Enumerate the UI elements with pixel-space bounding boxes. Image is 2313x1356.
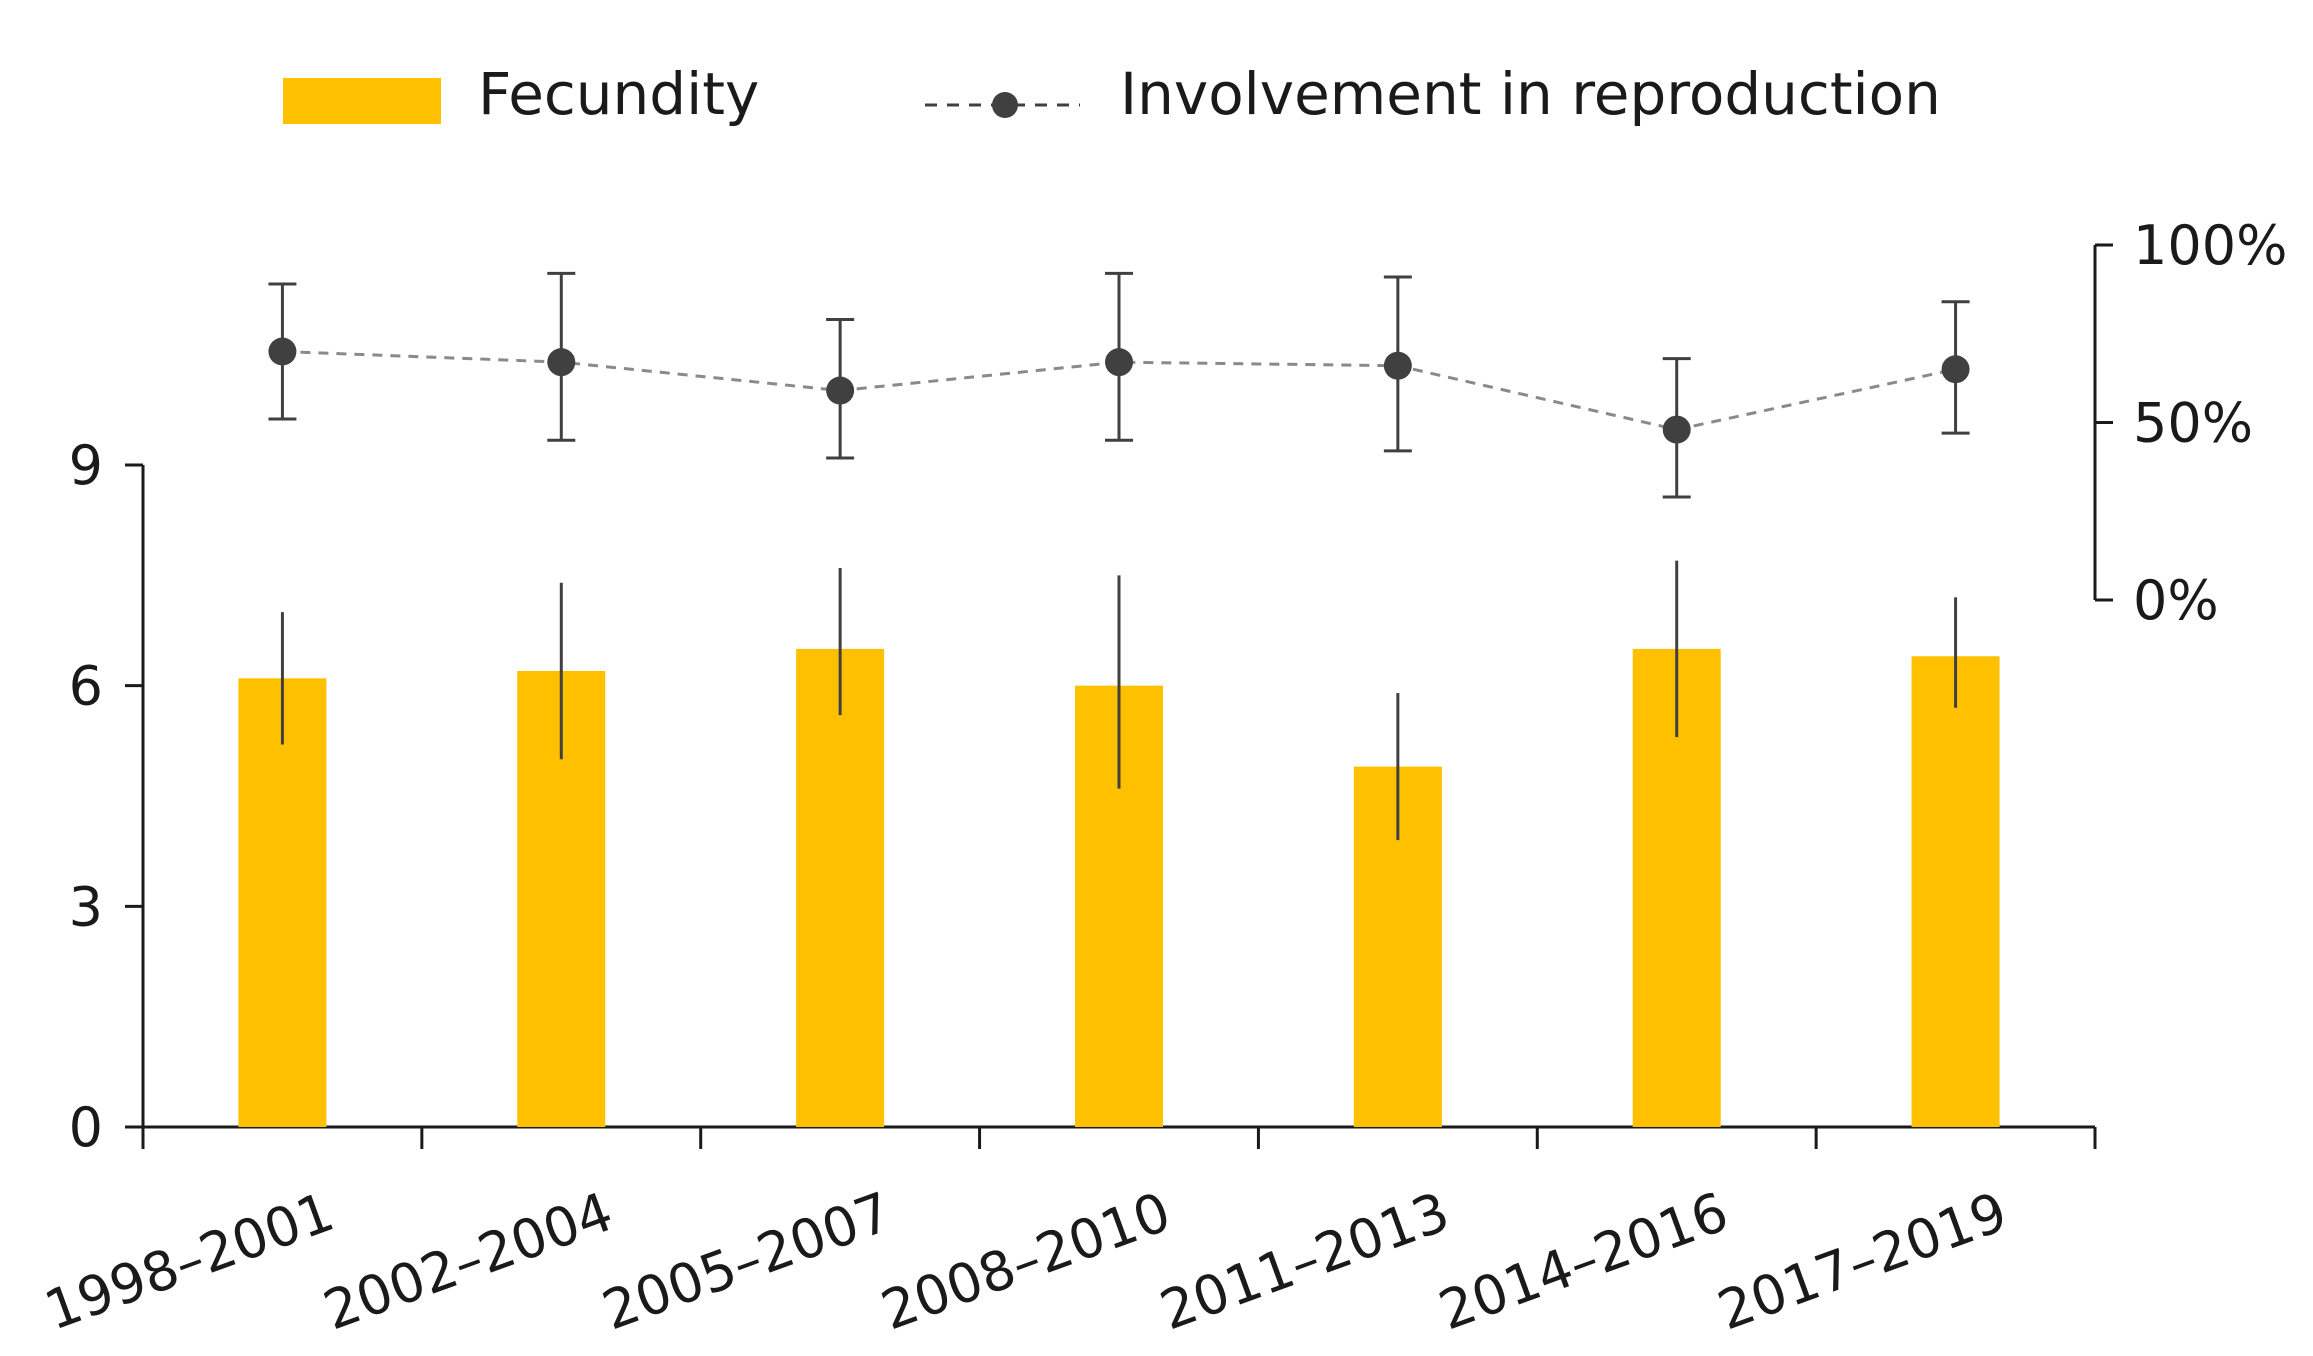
involvement-point bbox=[1105, 348, 1133, 377]
y-left-tick-label: 9 bbox=[69, 434, 103, 497]
x-tick-label: 2008–2010 bbox=[873, 1180, 1178, 1342]
y-left-tick-label: 0 bbox=[69, 1096, 103, 1159]
legend: Fecundity Involvement in reproduction bbox=[283, 60, 1941, 128]
bar-error-bars bbox=[280, 560, 1958, 841]
x-tick-label: 2005–2007 bbox=[594, 1180, 899, 1342]
involvement-point bbox=[547, 348, 576, 377]
legend-label-fecundity: Fecundity bbox=[478, 60, 759, 128]
x-tick-label: 2014–2016 bbox=[1431, 1180, 1736, 1342]
involvement-point bbox=[1383, 351, 1412, 380]
x-tick-label: 1998–2001 bbox=[37, 1180, 342, 1342]
y-right-tick-label: 50% bbox=[2133, 392, 2253, 455]
legend-swatch-fecundity bbox=[283, 78, 441, 124]
involvement-point bbox=[268, 337, 297, 366]
x-tick-label: 2011–2013 bbox=[1152, 1180, 1457, 1342]
line-series-involvement bbox=[268, 271, 1970, 499]
involvement-point bbox=[1941, 355, 1970, 384]
fecundity-bar bbox=[1911, 656, 2000, 1127]
y-right-tick-label: 0% bbox=[2133, 569, 2219, 632]
y-right-tick-label: 100% bbox=[2133, 214, 2287, 277]
involvement-point bbox=[826, 376, 855, 405]
involvement-point bbox=[1662, 415, 1691, 444]
fecundity-bar bbox=[238, 678, 327, 1127]
y-left-tick-label: 6 bbox=[69, 655, 103, 718]
x-tick-label: 2002–2004 bbox=[316, 1180, 621, 1342]
legend-label-involvement: Involvement in reproduction bbox=[1120, 60, 1941, 128]
legend-marker-involvement bbox=[992, 92, 1018, 118]
y-left-tick-label: 3 bbox=[69, 875, 103, 938]
fecundity-bar bbox=[796, 648, 885, 1127]
x-tick-label: 2017–2019 bbox=[1710, 1180, 2015, 1342]
